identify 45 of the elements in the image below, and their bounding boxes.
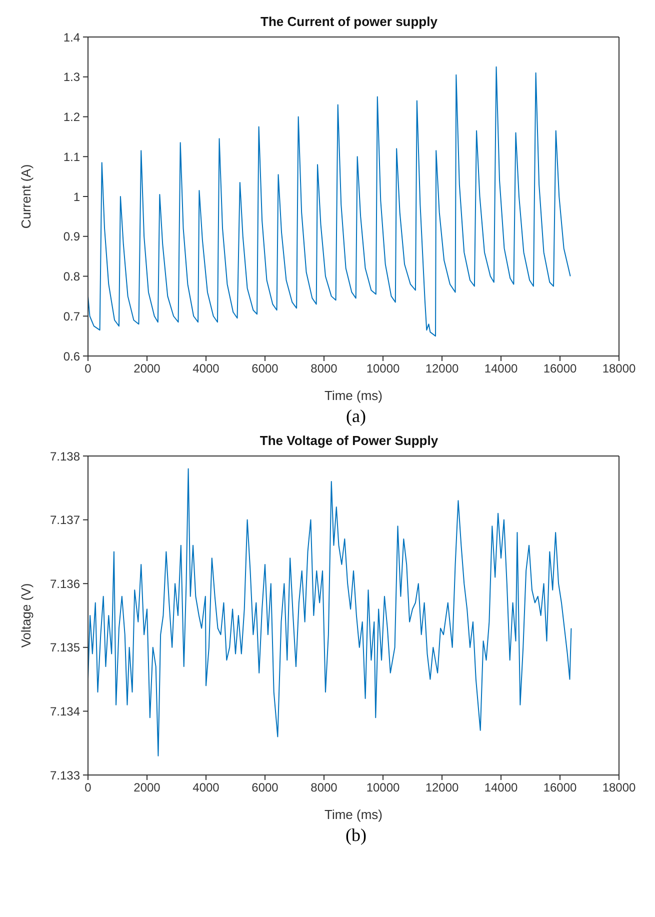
x-tick-label: 12000 — [425, 780, 460, 795]
y-tick-label: 0.6 — [63, 349, 80, 364]
y-tick-label: 1.1 — [63, 150, 80, 164]
x-tick-label: 0 — [84, 362, 92, 376]
chart-title: The Voltage of Power Supply — [260, 433, 439, 448]
chart-title: The Current of power supply — [260, 14, 438, 29]
y-tick-label: 7.137 — [50, 513, 80, 528]
x-tick-label: 10000 — [366, 780, 400, 795]
x-axis-title: Time (ms) — [324, 807, 383, 822]
x-tick-label: 8000 — [310, 780, 338, 795]
y-tick-label: 7.135 — [50, 640, 80, 655]
y-tick-label: 1.4 — [63, 30, 80, 44]
x-tick-label: 2000 — [134, 780, 161, 795]
x-tick-label: 4000 — [192, 362, 220, 376]
y-axis-title: Current (A) — [18, 164, 34, 229]
y-tick-label: 7.133 — [50, 768, 80, 782]
y-axis-title: Voltage (V) — [18, 583, 34, 648]
x-tick-label: 0 — [84, 780, 92, 795]
y-tick-label: 1.3 — [63, 70, 80, 84]
x-tick-label: 12000 — [425, 362, 460, 376]
y-tick-label: 0.9 — [63, 230, 80, 244]
x-tick-label: 2000 — [134, 362, 161, 376]
text: (b) — [344, 825, 368, 846]
x-tick-label: 14000 — [484, 780, 518, 795]
x-tick-label: 14000 — [484, 362, 518, 376]
x-tick-label: 6000 — [252, 780, 279, 795]
y-tick-label: 7.138 — [50, 449, 80, 464]
text: (a) — [345, 406, 367, 427]
x-tick-label: 4000 — [192, 780, 220, 795]
y-tick-label: 7.134 — [50, 704, 80, 718]
x-tick-label: 8000 — [310, 362, 338, 376]
y-tick-label: 0.7 — [63, 309, 80, 324]
line-series — [88, 468, 572, 756]
x-tick-label: 18000 — [602, 780, 636, 795]
y-tick-label: 0.8 — [63, 270, 80, 284]
y-tick-label: 1.2 — [63, 110, 80, 124]
x-axis-title: Time (ms) — [324, 388, 383, 403]
x-tick-label: 18000 — [602, 362, 636, 376]
x-tick-label: 6000 — [252, 362, 279, 376]
x-tick-label: 16000 — [543, 780, 578, 795]
x-tick-label: 16000 — [543, 362, 578, 376]
y-tick-label: 7.136 — [50, 576, 80, 591]
y-tick-label: 1 — [73, 190, 80, 204]
line-series — [88, 66, 571, 337]
x-tick-label: 10000 — [366, 362, 400, 376]
